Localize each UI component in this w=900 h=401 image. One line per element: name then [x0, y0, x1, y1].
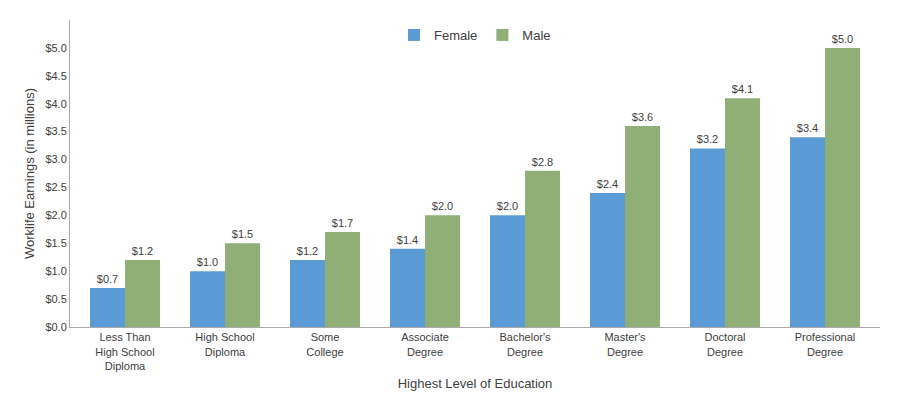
- svg-text:AssociateDegree: AssociateDegree: [401, 331, 449, 357]
- svg-text:$2.0: $2.0: [432, 200, 453, 212]
- svg-text:$1.2: $1.2: [132, 245, 153, 257]
- svg-text:$0.0: $0.0: [45, 321, 66, 333]
- svg-text:$1.7: $1.7: [332, 217, 353, 229]
- svg-text:$4.1: $4.1: [732, 83, 753, 95]
- svg-text:DoctoralDegree: DoctoralDegree: [705, 331, 746, 357]
- svg-text:SomeCollege: SomeCollege: [306, 331, 343, 357]
- svg-text:$1.2: $1.2: [297, 245, 318, 257]
- svg-text:$5.0: $5.0: [832, 33, 853, 45]
- svg-text:$0.5: $0.5: [45, 293, 66, 305]
- svg-text:Bachelor'sDegree: Bachelor'sDegree: [499, 331, 551, 357]
- svg-text:Female: Female: [434, 28, 477, 43]
- svg-text:$3.6: $3.6: [632, 111, 653, 123]
- svg-text:$5.0: $5.0: [45, 42, 66, 54]
- svg-text:$2.5: $2.5: [45, 181, 66, 193]
- svg-text:$3.0: $3.0: [45, 153, 66, 165]
- svg-text:$4.5: $4.5: [45, 70, 66, 82]
- svg-text:$3.2: $3.2: [697, 133, 718, 145]
- svg-text:$1.4: $1.4: [397, 234, 418, 246]
- svg-text:Worklife Earnings (in millions: Worklife Earnings (in millions): [22, 88, 37, 259]
- svg-text:Less ThanHigh SchoolDiploma: Less ThanHigh SchoolDiploma: [95, 331, 154, 372]
- svg-text:$2.0: $2.0: [45, 209, 66, 221]
- svg-text:ProfessionalDegree: ProfessionalDegree: [795, 331, 856, 357]
- svg-text:$2.8: $2.8: [532, 156, 553, 168]
- svg-text:$2.0: $2.0: [497, 200, 518, 212]
- svg-text:Master'sDegree: Master'sDegree: [604, 331, 646, 357]
- svg-text:$1.5: $1.5: [45, 237, 66, 249]
- svg-text:Highest Level of Education: Highest Level of Education: [398, 376, 553, 391]
- svg-text:High SchoolDiploma: High SchoolDiploma: [195, 331, 254, 357]
- svg-text:$3.5: $3.5: [45, 125, 66, 137]
- svg-text:Male: Male: [522, 28, 550, 43]
- svg-text:$3.4: $3.4: [797, 122, 818, 134]
- svg-text:$1.0: $1.0: [45, 265, 66, 277]
- svg-text:$2.4: $2.4: [597, 178, 618, 190]
- svg-text:$1.5: $1.5: [232, 228, 253, 240]
- svg-text:$1.0: $1.0: [197, 256, 218, 268]
- svg-text:$4.0: $4.0: [45, 98, 66, 110]
- svg-text:$0.7: $0.7: [97, 273, 118, 285]
